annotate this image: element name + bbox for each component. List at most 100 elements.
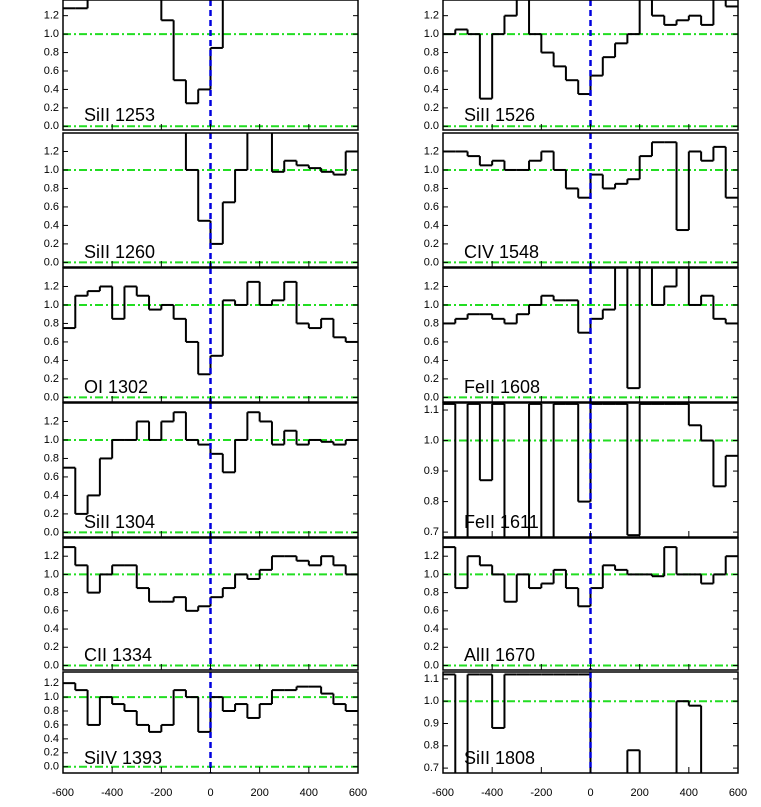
- y-tick-label: 1.2: [44, 550, 59, 562]
- y-tick-label: 0.0: [44, 761, 59, 773]
- plot-area: [443, 403, 738, 537]
- y-tick-label: 1.1: [424, 404, 439, 416]
- x-tick-label: -600: [52, 787, 74, 799]
- y-tick-label: 1.2: [44, 415, 59, 427]
- line-label: SiII 1253: [84, 105, 155, 125]
- panel: 0.0 0.2 0.4 0.6 0.8 1.0 1.2 FeII 1608: [424, 267, 739, 403]
- panel-frame: [62, 132, 359, 268]
- y-tick-label: 1.2: [424, 10, 439, 22]
- y-tick-label: 0.6: [44, 605, 59, 617]
- x-tick-label: 0: [587, 787, 593, 799]
- panel: 0.0 0.2 0.4 0.6 0.8 1.0 1.2 CIV 1548: [424, 132, 739, 268]
- y-tick-label: 0.0: [44, 120, 59, 132]
- panel-frame: [62, 402, 359, 538]
- y-tick-label: 1.0: [424, 164, 439, 176]
- y-tick-label: 0.0: [44, 526, 59, 538]
- y-tick-label: 1.2: [44, 677, 59, 689]
- y-tick-label: 0.6: [424, 65, 439, 77]
- panel: 0.0 0.2 0.4 0.6 0.8 1.0 1.2 SiII 1260: [44, 132, 359, 268]
- y-tick-label: 0.0: [424, 659, 439, 671]
- x-tick-label: -200: [530, 787, 552, 799]
- line-label: FeII 1611: [464, 512, 539, 532]
- y-tick-label: 1.0: [424, 299, 439, 311]
- panel: 0.0 0.2 0.4 0.6 0.8 1.0 1.2 -600 -400 -200 0 200 400…: [44, 671, 367, 799]
- panel: 0.0 0.2 0.4 0.6 0.8 1.0 1.2 SiII 1304: [44, 402, 359, 538]
- y-tick-label: 0.8: [44, 46, 59, 58]
- y-tick-label: 0.8: [44, 182, 59, 194]
- y-tick-label: 0.0: [424, 120, 439, 132]
- y-tick-label: 0.8: [44, 452, 59, 464]
- y-tick-label: 0.2: [424, 102, 439, 114]
- y-tick-label: 0.2: [44, 238, 59, 250]
- y-tick-label: 0.2: [44, 373, 59, 385]
- line-label: AlII 1670: [464, 645, 535, 665]
- panel-frame: [442, 0, 739, 131]
- panel-frame: [442, 267, 739, 403]
- y-tick-label: 0.0: [44, 256, 59, 268]
- y-tick-label: 0.6: [44, 201, 59, 213]
- y-tick-label: 0.4: [44, 623, 59, 635]
- y-tick-label: 0.8: [44, 317, 59, 329]
- y-tick-label: 1.2: [44, 145, 59, 157]
- y-tick-label: 0.8: [44, 587, 59, 599]
- y-tick-label: 0.8: [424, 740, 439, 752]
- y-tick-label: 1.0: [44, 299, 59, 311]
- plot-area: [443, 672, 738, 773]
- y-tick-label: 0.0: [424, 391, 439, 403]
- x-tick-label: 200: [630, 787, 648, 799]
- y-tick-label: 0.4: [424, 219, 439, 231]
- y-tick-label: 1.0: [424, 695, 439, 707]
- panel: 0.0 0.2 0.4 0.6 0.8 1.0 1.2 SiII 1526: [424, 0, 739, 132]
- y-tick-label: 0.4: [424, 83, 439, 95]
- x-tick-label: -200: [150, 787, 172, 799]
- y-tick-label: 0.2: [424, 238, 439, 250]
- panel-frame: [62, 267, 359, 403]
- panel: 0.7 0.8 0.9 1.0 1.1 -600 -400 -200 0 200 400 600 SiI…: [424, 671, 747, 799]
- x-tick-label: 600: [349, 787, 367, 799]
- x-tick-label: -600: [432, 787, 454, 799]
- panel-frame: [442, 671, 739, 774]
- y-tick-label: 1.0: [424, 28, 439, 40]
- y-tick-label: 0.4: [44, 83, 59, 95]
- y-tick-label: 0.6: [424, 605, 439, 617]
- y-tick-label: 0.8: [44, 705, 59, 717]
- panel-frame: [62, 0, 359, 131]
- y-tick-label: 0.6: [44, 471, 59, 483]
- line-label: CII 1334: [84, 645, 152, 665]
- y-tick-label: 1.2: [44, 10, 59, 22]
- y-tick-label: 0.8: [424, 495, 439, 507]
- line-label: SiII 1260: [84, 242, 155, 262]
- x-tick-label: -400: [101, 787, 123, 799]
- y-tick-label: 1.0: [44, 568, 59, 580]
- y-tick-label: 1.0: [44, 164, 59, 176]
- panel-frame: [442, 132, 739, 268]
- y-tick-label: 0.8: [424, 46, 439, 58]
- y-tick-label: 0.0: [44, 659, 59, 671]
- panel-frame: [442, 537, 739, 671]
- x-tick-label: 0: [207, 787, 213, 799]
- y-tick-label: 0.2: [44, 102, 59, 114]
- y-tick-label: 1.2: [424, 550, 439, 562]
- y-tick-label: 1.1: [424, 673, 439, 685]
- y-tick-label: 0.4: [44, 733, 59, 745]
- y-tick-label: 0.4: [44, 489, 59, 501]
- y-tick-label: 0.6: [424, 336, 439, 348]
- x-tick-label: 600: [729, 787, 747, 799]
- y-tick-label: 1.0: [424, 568, 439, 580]
- plot-area: [443, 0, 738, 130]
- y-tick-label: 0.9: [424, 717, 439, 729]
- y-tick-label: 0.8: [424, 317, 439, 329]
- y-tick-label: 1.2: [424, 145, 439, 157]
- line-label: SiII 1304: [84, 512, 155, 532]
- y-tick-label: 0.9: [424, 465, 439, 477]
- panel: 0.0 0.2 0.4 0.6 0.8 1.0 1.2 OI 1302: [44, 267, 359, 403]
- panel: 0.7 0.8 0.9 1.0 1.1 FeII 1611: [424, 402, 739, 538]
- y-tick-label: 0.2: [44, 641, 59, 653]
- panel-frame: [62, 537, 359, 671]
- y-tick-label: 0.8: [424, 182, 439, 194]
- y-tick-label: 0.6: [44, 65, 59, 77]
- y-tick-label: 0.6: [44, 336, 59, 348]
- y-tick-label: 1.0: [44, 28, 59, 40]
